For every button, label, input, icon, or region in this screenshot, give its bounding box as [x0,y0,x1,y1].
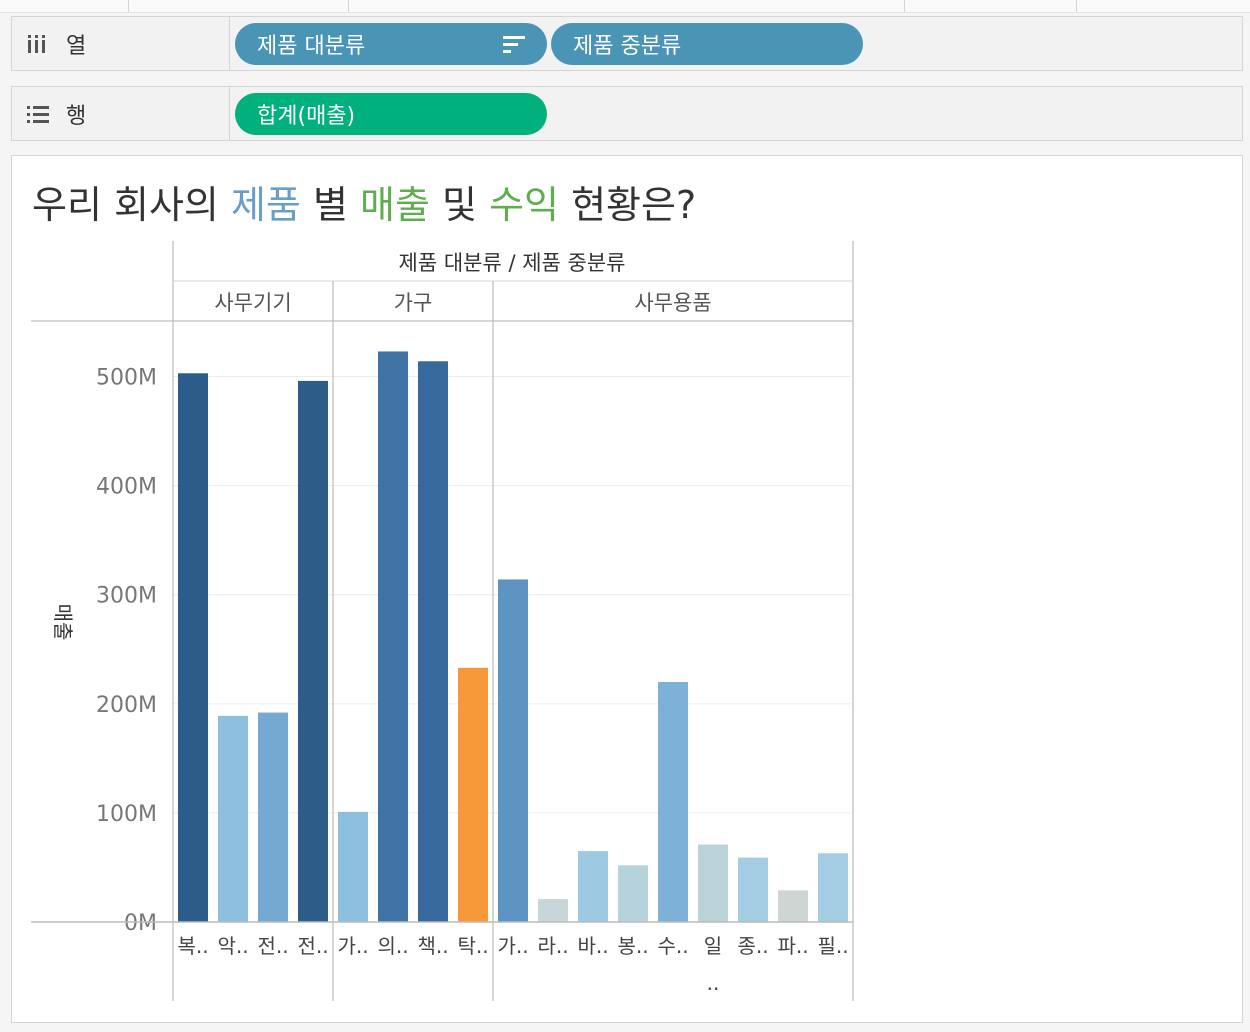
group-header-2: 사무용품 [634,291,711,315]
bar-1-0 [338,811,368,922]
y-tick-label: 300M [96,584,157,609]
bar-2-0 [498,579,528,922]
x-tick-label: 전.. [297,934,328,958]
rows-shelf: 행 합계(매출) [11,86,1243,141]
x-tick-label: 악.. [217,934,248,958]
x-tick-label: 필.. [817,934,848,958]
pill-product-category[interactable]: 제품 대분류 [235,23,547,65]
chart-title: 우리 회사의 제품 별 매출 및 수익 현황은? [32,174,696,229]
bar-2-5 [698,844,728,922]
bar-1-3 [458,667,488,922]
top-strip [0,0,1250,13]
rows-shelf-label: 행 [12,87,230,140]
x-tick-label: 가.. [497,934,528,958]
x-tick-label: 봉.. [617,934,648,958]
x-tick-label: 라.. [537,934,568,958]
group-header-1: 가구 [394,291,433,315]
bar-2-6 [738,857,768,922]
pill-product-subcategory[interactable]: 제품 중분류 [551,23,863,65]
pill-sum-sales[interactable]: 합계(매출) [235,93,547,135]
title-part-4: 및 [429,183,490,227]
y-tick-label: 200M [96,693,157,718]
bar-2-4 [658,682,688,922]
x-tick-label: 탁.. [457,934,488,958]
columns-shelf: 열 제품 대분류 제품 중분류 [11,16,1243,71]
pill-product-subcategory-text: 제품 중분류 [573,34,682,59]
x-tick-label: 의.. [377,934,408,958]
x-tick-label: .. [707,971,720,995]
x-tick-label: 가.. [337,934,368,958]
y-tick-label: 500M [96,366,157,391]
title-part-0: 우리 회사의 [32,183,231,227]
x-tick-label: 종.. [737,934,768,958]
y-tick-label: 0M [124,911,157,936]
x-tick-label: 전.. [257,934,288,958]
x-tick-label: 파.. [777,934,808,958]
title-part-5: 수익 [489,183,559,227]
bar-0-0 [178,373,208,922]
bar-2-8 [818,853,848,922]
bar-1-2 [418,361,448,922]
columns-icon [26,33,48,55]
bar-2-3 [618,865,648,922]
columns-shelf-label: 열 [12,17,230,70]
group-header-0: 사무기기 [214,291,291,315]
title-part-2: 별 [300,183,361,227]
sort-descending-icon[interactable] [503,36,525,54]
bar-1-1 [378,351,408,922]
pill-sum-sales-text: 합계(매출) [257,104,356,129]
y-tick-label: 400M [96,475,157,500]
y-axis-title: 매출 [51,604,75,641]
pill-product-category-text: 제품 대분류 [257,34,366,59]
title-part-6: 현황은? [558,183,697,227]
x-tick-label: 복.. [177,934,208,958]
bar-0-1 [218,715,248,922]
bar-chart: 0M 100M 200M 300M 400M 500M 매출 제품 대분류 / 제품 중분류사… [31,241,854,1001]
x-tick-label: 수.. [657,934,688,958]
bar-2-7 [778,890,808,922]
rows-icon [26,103,49,125]
rows-label-text: 행 [66,103,87,129]
bar-2-2 [578,851,608,922]
title-part-1: 제품 [230,183,301,227]
x-tick-label: 바.. [577,934,608,958]
x-tick-label: 책.. [417,934,448,958]
worksheet-canvas: 우리 회사의 제품 별 매출 및 수익 현황은? 0M 100M 200M 300M 4… [11,155,1243,1023]
x-tick-label: 일 [704,934,722,958]
bar-2-1 [538,899,568,922]
header-title: 제품 대분류 / 제품 중분류 [399,251,626,275]
bar-0-3 [298,380,328,923]
bar-0-2 [258,712,288,922]
y-tick-label: 100M [96,802,157,827]
columns-label-text: 열 [66,33,87,59]
title-part-3: 매출 [360,183,430,227]
